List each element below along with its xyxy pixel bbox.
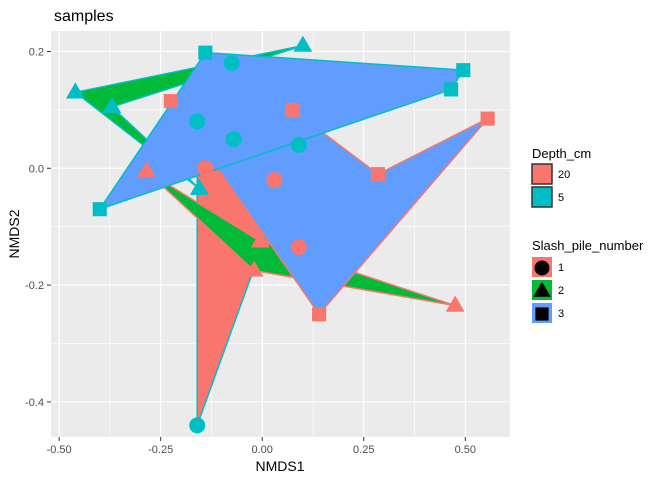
legend-depth-key-circle — [534, 166, 550, 182]
point-pile-3-depth-5 — [198, 45, 213, 60]
legend-pile-key-square — [535, 307, 549, 321]
y-tick-label: -0.4 — [25, 397, 44, 409]
axes: -0.50 -0.25 0.00 0.25 0.50 -0.4 -0.2 0.0 0.2 — [25, 46, 476, 456]
point-pile-3-depth-20 — [312, 307, 327, 322]
point-pile-2-depth-5 — [293, 35, 313, 52]
point-pile-2-depth-5 — [102, 97, 122, 114]
point-pile-3-depth-20 — [285, 102, 300, 117]
point-pile-2-depth-20 — [445, 295, 465, 312]
legend-depth-label: 5 — [558, 192, 564, 204]
x-axis-label: NMDS1 — [255, 458, 304, 474]
point-pile-3-depth-20 — [163, 94, 178, 109]
y-tick-label: -0.2 — [25, 280, 44, 292]
legend-depth-key-circle — [534, 189, 550, 205]
point-pile-1-depth-5 — [290, 136, 307, 153]
point-pile-2-depth-5 — [189, 178, 209, 195]
point-pile-1-depth-5 — [189, 113, 206, 130]
point-pile-1-depth-5 — [189, 417, 206, 434]
point-pile-3-depth-5 — [92, 202, 107, 217]
hull-polygons — [74, 44, 489, 427]
chart-title: samples — [54, 8, 114, 25]
legend-pile-label: 3 — [558, 308, 564, 320]
x-tick-label: 0.00 — [252, 444, 273, 456]
x-tick-label: -0.25 — [148, 444, 173, 456]
legend-pile-label: 1 — [558, 262, 564, 274]
point-pile-1-depth-5 — [225, 131, 242, 148]
plot-panel — [51, 31, 510, 437]
legend-pile-title: Slash_pile_number — [532, 238, 644, 253]
point-pile-1-depth-20 — [266, 171, 283, 188]
point-pile-2-depth-5 — [65, 82, 85, 99]
point-pile-2-depth-20 — [250, 231, 270, 248]
legend-pile-key-circle — [534, 260, 550, 276]
legend-depth-title: Depth_cm — [532, 146, 591, 161]
point-pile-1-depth-5 — [223, 55, 240, 72]
x-tick-label: 0.25 — [353, 444, 374, 456]
y-tick-label: 0.2 — [29, 46, 44, 58]
y-axis-label: NMDS2 — [6, 209, 22, 258]
x-tick-label: 0.50 — [455, 444, 476, 456]
point-pile-3-depth-20 — [480, 111, 495, 126]
point-pile-3-depth-20 — [370, 167, 386, 182]
legend-depth-label: 20 — [558, 169, 570, 181]
x-tick-label: -0.50 — [47, 444, 72, 456]
legend-depth: Depth_cm 20 5 — [531, 146, 591, 208]
legend-pile: Slash_pile_number 1 2 3 — [532, 238, 644, 323]
legend-pile-label: 2 — [558, 285, 564, 297]
point-pile-3-depth-5 — [444, 82, 459, 97]
point-pile-2-depth-20 — [244, 260, 264, 277]
point-pile-2-depth-20 — [137, 161, 156, 178]
data-points — [65, 35, 495, 434]
legend-pile-key-triangle — [533, 281, 551, 297]
y-tick-label: 0.0 — [29, 163, 44, 175]
point-pile-3-depth-5 — [456, 63, 471, 78]
point-pile-1-depth-20 — [290, 239, 307, 256]
point-pile-1-depth-20 — [197, 160, 214, 177]
